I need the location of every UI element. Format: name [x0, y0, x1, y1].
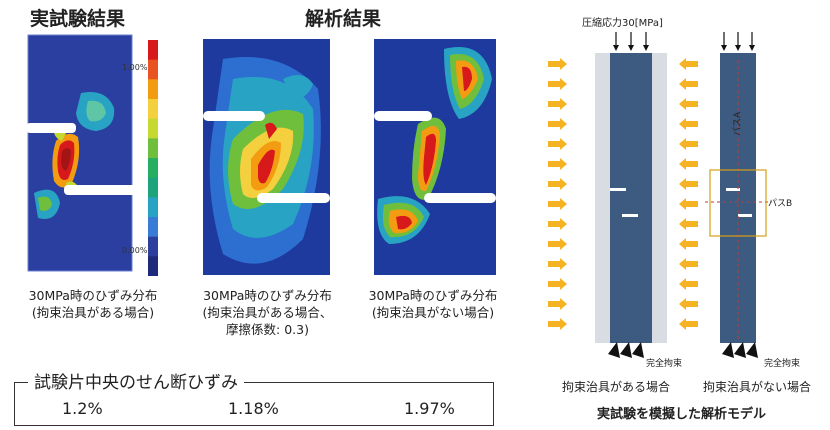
- side-arrows: [548, 58, 567, 330]
- load-arrow-head: [735, 45, 741, 51]
- side-arrow-right: [548, 78, 567, 90]
- model-caption-with-jig: 拘束治具がある場合: [562, 380, 671, 394]
- side-arrow-right: [548, 278, 567, 290]
- model-caption-without-jig: 拘束治具がない場合: [703, 380, 812, 394]
- support-triangle: [608, 342, 620, 358]
- side-arrow-left: [679, 278, 698, 290]
- side-arrow-left: [679, 98, 698, 110]
- shear-strain-value-experiment: 1.2%: [62, 399, 103, 418]
- colorbar-segment: [148, 40, 158, 61]
- colorbar-segment: [148, 197, 158, 218]
- colorbar-segment: [148, 59, 158, 80]
- colorbar-segment: [148, 158, 158, 179]
- colorbar-max-label: 1.00%: [122, 63, 148, 72]
- side-arrow-left: [679, 298, 698, 310]
- support-triangle: [722, 342, 734, 358]
- caption-line: 30MPa時のひずみ分布: [28, 288, 158, 303]
- load-arrow-head: [749, 45, 755, 51]
- colorbar-segment: [148, 118, 158, 139]
- colorbar-segment: [148, 256, 158, 276]
- caption-with-jig: 30MPa時のひずみ分布 (拘束治具がある場合、 摩擦係数: 0.3): [190, 287, 345, 338]
- side-arrow-right: [548, 98, 567, 110]
- load-arrows: [613, 32, 649, 51]
- side-arrow-right: [548, 118, 567, 130]
- fixed-label-without-jig: 完全拘束: [764, 359, 801, 369]
- caption-line: 30MPa時のひずみ分布: [368, 288, 498, 303]
- colorbar-segment: [148, 177, 158, 198]
- side-arrow-left: [679, 58, 698, 70]
- specimen-with-jig: [610, 53, 652, 343]
- path-a-label: パスA: [733, 111, 743, 136]
- side-arrow-right: [548, 298, 567, 310]
- fixed-support-triangles: [608, 342, 644, 358]
- caption-line: (拘束治具がある場合): [31, 305, 155, 320]
- side-arrow-left: [679, 218, 698, 230]
- notch: [738, 214, 752, 217]
- analysis-model-diagram: [540, 20, 830, 370]
- load-arrows: [721, 32, 755, 51]
- notch: [726, 188, 740, 191]
- load-arrow-head: [628, 45, 634, 51]
- side-arrow-right: [548, 58, 567, 70]
- shear-strain-box: [14, 382, 494, 426]
- side-arrow-right: [548, 258, 567, 270]
- colorbar-segment: [148, 217, 158, 238]
- colorbar-segment: [148, 236, 158, 257]
- shear-strain-value-with-jig: 1.18%: [228, 399, 279, 418]
- caption-experiment: 30MPa時のひずみ分布 (拘束治具がある場合): [18, 287, 168, 321]
- side-arrow-left: [679, 178, 698, 190]
- side-arrow-left: [679, 258, 698, 270]
- side-arrow-right: [548, 178, 567, 190]
- focus-box: [709, 169, 767, 237]
- support-triangle: [632, 342, 644, 358]
- colorbar-segment: [148, 138, 158, 159]
- side-arrow-left: [679, 118, 698, 130]
- support-triangle: [620, 342, 632, 358]
- side-arrow-left: [679, 318, 698, 330]
- side-arrow-right: [548, 238, 567, 250]
- load-label: 圧縮応力30[MPa]: [582, 18, 663, 29]
- colorbar-min-label: 0.00%: [122, 246, 148, 255]
- side-arrow-right: [548, 198, 567, 210]
- caption-line: 摩擦係数: 0.3): [226, 322, 309, 337]
- caption-without-jig: 30MPa時のひずみ分布 (拘束治具がない場合): [358, 287, 508, 321]
- caption-line: (拘束治具がある場合、: [202, 305, 333, 320]
- colorbar-segment: [148, 99, 158, 120]
- caption-line: 30MPa時のひずみ分布: [203, 288, 332, 303]
- load-arrow-head: [613, 45, 619, 51]
- analysis-with-jig-map: [203, 39, 330, 275]
- path-b-label: パスB: [768, 199, 793, 209]
- colorbar-segment: [148, 79, 158, 100]
- fixed-label-with-jig: 完全拘束: [646, 359, 683, 369]
- side-arrow-right: [548, 158, 567, 170]
- analysis-heading: 解析結果: [305, 8, 382, 30]
- fixed-support-triangles: [722, 342, 758, 358]
- side-arrows: [679, 58, 698, 330]
- side-arrow-left: [679, 138, 698, 150]
- side-arrow-right: [548, 218, 567, 230]
- support-triangle: [734, 342, 746, 358]
- side-arrow-right: [548, 318, 567, 330]
- shear-strain-title: 試験片中央のせん断ひずみ: [28, 368, 244, 393]
- colorbar: [148, 40, 158, 276]
- caption-line: (拘束治具がない場合): [371, 305, 495, 320]
- side-arrow-right: [548, 138, 567, 150]
- side-arrow-left: [679, 198, 698, 210]
- side-arrow-left: [679, 158, 698, 170]
- side-arrow-left: [679, 78, 698, 90]
- side-arrow-left: [679, 238, 698, 250]
- experiment-heading: 実試験結果: [30, 8, 126, 30]
- support-triangle: [746, 342, 758, 358]
- analysis-without-jig-map: [374, 39, 496, 275]
- model-title: 実試験を模擬した解析モデル: [597, 407, 767, 422]
- experiment-strain-map: [26, 33, 136, 273]
- load-arrow-head: [643, 45, 649, 51]
- load-arrow-head: [721, 45, 727, 51]
- shear-strain-value-without-jig: 1.97%: [404, 399, 455, 418]
- notch: [610, 188, 626, 191]
- notch: [622, 214, 638, 217]
